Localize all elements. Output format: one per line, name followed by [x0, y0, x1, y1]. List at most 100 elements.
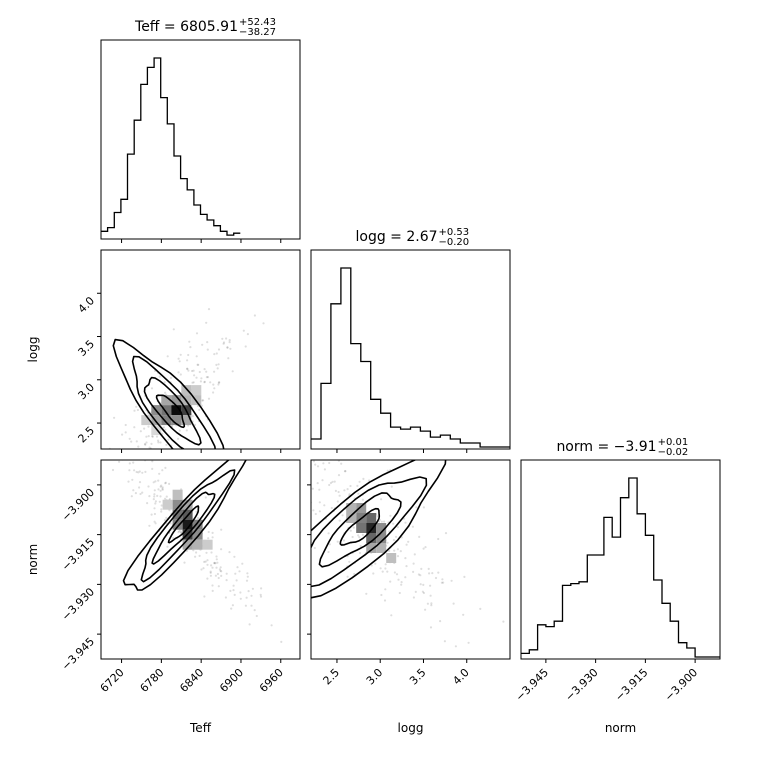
sample-point	[165, 516, 168, 520]
sample-point	[177, 531, 180, 534]
sample-point	[213, 387, 216, 390]
sample-point	[154, 502, 157, 505]
sample-point	[312, 509, 315, 512]
sample-point	[147, 435, 150, 438]
density-cell	[202, 539, 213, 550]
sample-point	[166, 355, 169, 358]
sample-point	[374, 562, 377, 565]
y-axis-label-norm: norm	[26, 544, 40, 575]
sample-point	[158, 500, 161, 503]
sample-point	[192, 549, 195, 552]
sample-point	[220, 570, 223, 573]
sample-point	[160, 484, 163, 487]
sample-point	[356, 484, 359, 487]
sample-point	[160, 504, 163, 507]
sample-point	[209, 381, 212, 384]
sample-point	[179, 353, 182, 356]
y-axis-norm-unlabeled	[307, 484, 311, 635]
panel-border	[100, 459, 301, 660]
sample-point	[430, 602, 433, 605]
sample-point	[141, 471, 144, 474]
sample-point	[198, 408, 201, 411]
sample-point	[412, 562, 415, 565]
sample-point	[211, 584, 214, 587]
sample-point	[196, 404, 199, 407]
density-logg-norm	[311, 460, 505, 648]
sample-point	[198, 554, 201, 558]
sample-point	[378, 520, 381, 523]
sample-point	[259, 593, 262, 596]
sample-point	[220, 528, 223, 531]
sample-point	[248, 623, 251, 626]
sample-point	[165, 443, 168, 446]
sample-point	[225, 337, 228, 340]
sample-point	[128, 469, 131, 472]
density-cell	[182, 519, 193, 530]
density-cell	[171, 395, 182, 406]
sample-point	[135, 440, 138, 443]
y-axis-label-logg: logg	[26, 337, 40, 363]
sample-point	[203, 368, 206, 371]
sample-point	[467, 641, 470, 644]
sample-point	[161, 488, 164, 491]
sample-point	[151, 435, 154, 438]
sample-point	[314, 463, 317, 466]
density-cell	[161, 395, 172, 406]
sample-point	[404, 557, 407, 560]
sample-point	[154, 522, 157, 525]
sample-point	[172, 536, 175, 540]
contour-0_5-sigma	[155, 394, 186, 429]
sample-point	[384, 567, 387, 570]
sample-point	[351, 535, 354, 539]
sample-point	[159, 441, 162, 444]
sample-point	[206, 559, 209, 562]
sample-point	[235, 579, 238, 582]
density-Teff-logg	[108, 308, 265, 449]
sample-point	[153, 520, 156, 523]
sample-point	[349, 529, 352, 532]
sample-point	[205, 551, 208, 554]
sample-point	[201, 399, 204, 402]
sample-point	[380, 498, 383, 501]
sample-point	[253, 609, 256, 612]
sample-point	[422, 506, 425, 509]
sample-point	[195, 355, 198, 358]
sample-point	[207, 530, 210, 534]
sample-point	[152, 481, 155, 484]
sample-point	[217, 348, 221, 351]
sample-point	[393, 549, 396, 552]
sample-point	[379, 567, 382, 570]
sample-point	[157, 488, 160, 491]
sample-point	[137, 445, 140, 448]
panel-border	[310, 249, 511, 450]
contour-0_5-sigma	[167, 505, 200, 544]
sample-point	[337, 490, 340, 494]
sample-point	[214, 574, 217, 577]
sample-point	[203, 560, 206, 564]
sample-point	[413, 553, 416, 556]
sample-point	[202, 567, 205, 570]
sample-point	[138, 481, 142, 484]
sample-point	[226, 346, 229, 349]
density-cell	[181, 385, 192, 396]
sample-point	[333, 480, 336, 483]
sample-point	[130, 440, 133, 443]
sample-point	[353, 572, 356, 576]
sample-point	[187, 369, 190, 372]
sample-point	[404, 521, 407, 524]
sample-point	[247, 590, 250, 593]
sample-point	[153, 495, 156, 498]
sample-point	[384, 563, 387, 566]
sample-point	[206, 563, 209, 566]
sample-point	[384, 588, 387, 591]
sample-point	[211, 589, 214, 593]
sample-point	[194, 555, 197, 558]
sample-point	[213, 370, 216, 373]
title-norm: norm = −3.91	[556, 439, 656, 455]
sample-point	[327, 532, 330, 535]
sample-point	[172, 328, 175, 331]
sample-point	[396, 548, 399, 551]
sample-point	[428, 572, 431, 575]
sample-point	[397, 578, 400, 581]
sample-point	[201, 343, 204, 346]
